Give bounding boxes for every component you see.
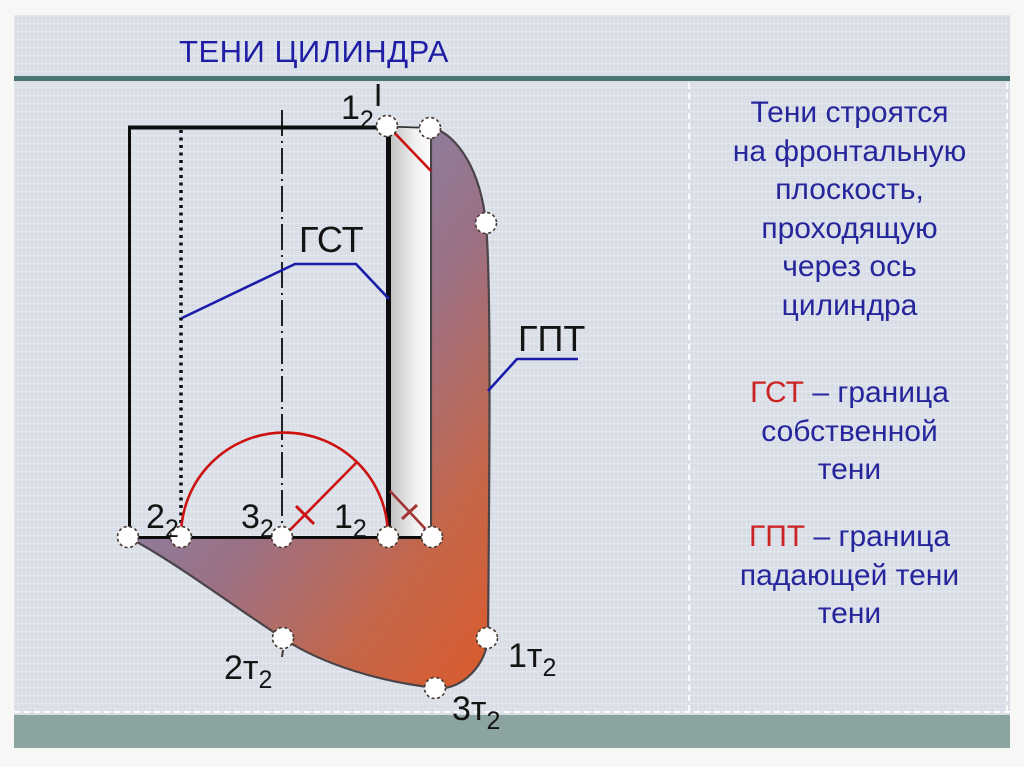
label-point-2: 22 — [146, 498, 179, 543]
text-line: тени — [817, 453, 882, 486]
gst-term: ГСТ — [750, 376, 805, 409]
text-line: падающей тени — [739, 558, 960, 592]
point-1-top — [375, 114, 399, 138]
slide-title: ТЕНИ ЦИЛИНДРА — [179, 34, 449, 69]
text-line: тени — [817, 597, 882, 630]
gpt-rest: – граница — [805, 520, 950, 553]
point-1 — [376, 525, 400, 549]
falling-shadow-region — [127, 125, 491, 690]
panel-dashed-guide — [688, 83, 690, 711]
base-semicircle — [179, 431, 390, 537]
gpt-term: ГПТ — [749, 520, 806, 553]
text-line: плоскость, — [775, 173, 924, 206]
definition-gst: ГСТ – граница собственной тени — [689, 374, 1010, 490]
gst-rest: – граница — [804, 376, 949, 409]
bottom-teal-band — [14, 715, 1010, 748]
point-3 — [270, 525, 294, 549]
point-1t — [475, 626, 499, 650]
right-edge-dashed-guide — [1006, 83, 1008, 711]
bottom-dashed-guide — [14, 711, 1010, 713]
point-bottom-left-corner — [116, 525, 140, 549]
definition-gpt: ГПТ – граница падающей тени тени — [689, 518, 1010, 634]
ray-tick-2 — [400, 503, 419, 521]
label-point-1: 12 — [334, 498, 367, 543]
gpt-leader-line — [487, 357, 578, 392]
text-line: ГПТ – граница — [689, 518, 1010, 557]
text-line: проходящую — [761, 211, 938, 245]
point-3t — [423, 676, 447, 700]
self-shadow-strip — [391, 128, 430, 536]
label-point-3: 32 — [241, 498, 274, 543]
paragraph-shadow-plane: Тени строятся на фронтальную плоскость, … — [689, 94, 1010, 325]
gst-leader-line — [181, 262, 390, 320]
point-bottom-right-corner — [420, 525, 444, 549]
text-line: ГСТ – граница — [689, 374, 1010, 413]
point-shadow-band-top — [418, 116, 442, 140]
label-gst: ГСТ — [299, 219, 364, 260]
point-2t-tick — [281, 649, 284, 658]
label-point-3t: 3т2 — [452, 690, 500, 735]
text-line: на фронтальную — [732, 134, 967, 168]
label-gpt: ГПТ — [518, 318, 585, 359]
label-point-2t: 2т2 — [224, 649, 272, 694]
text-line: через ось — [782, 250, 917, 283]
point-markers — [116, 114, 499, 700]
ray-45-from-center — [283, 461, 358, 537]
slide-background — [14, 15, 1010, 748]
explanation-panel: Тени строятся на фронтальную плоскость, … — [689, 0, 1010, 733]
label-point-1t: 1т2 — [508, 637, 556, 682]
text-line: цилиндра — [781, 288, 918, 322]
text-line: собственной — [761, 414, 938, 448]
label-point-1-top: 12| — [341, 80, 381, 134]
text-line: Тени строятся — [750, 96, 949, 129]
point-2 — [169, 525, 193, 549]
point-shadow-curve — [474, 211, 498, 235]
ray-tick-1 — [294, 504, 316, 526]
title-divider-rule — [14, 76, 1010, 81]
point-2t — [271, 626, 295, 650]
